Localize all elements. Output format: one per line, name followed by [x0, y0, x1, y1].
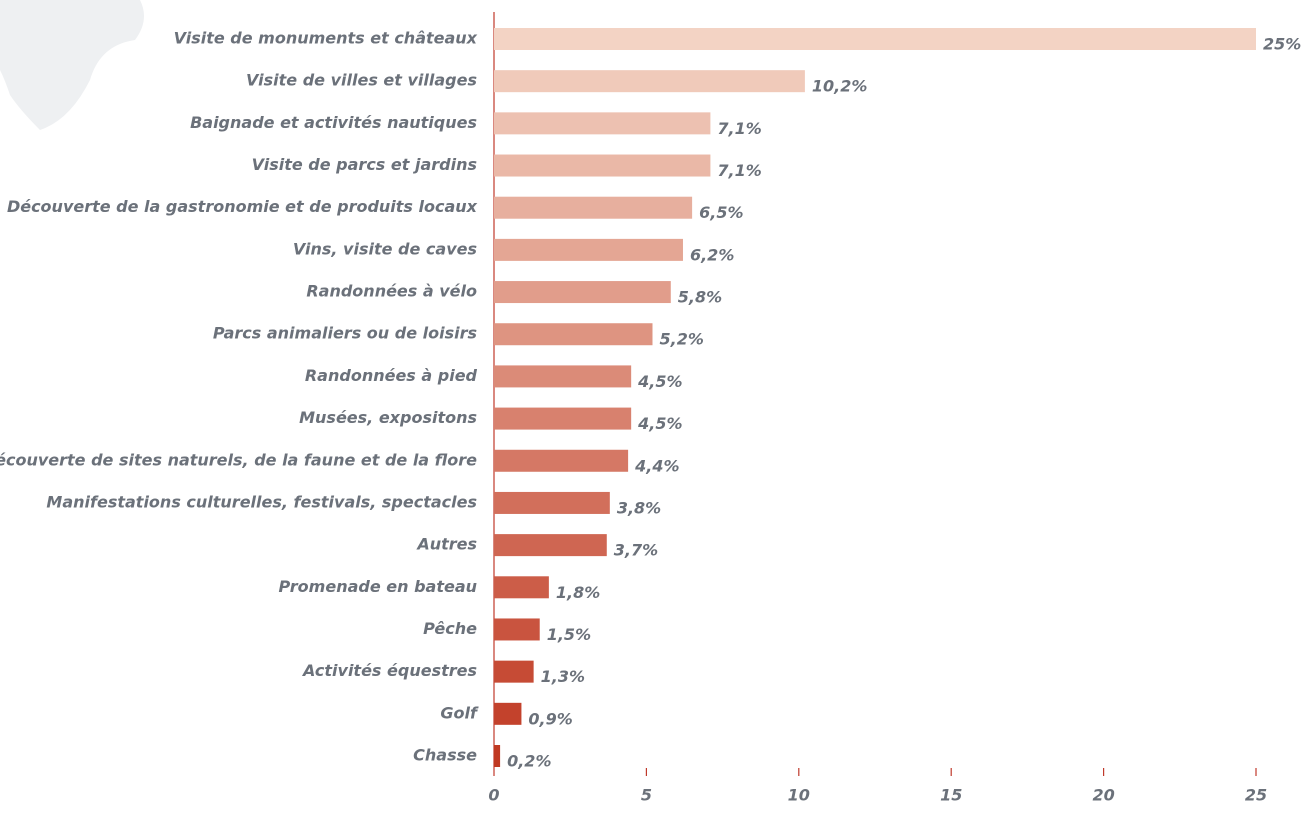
category-label: Parcs animaliers ou de loisirs: [213, 324, 477, 343]
category-label: Musées, expositons: [299, 408, 477, 427]
bar: [494, 408, 631, 430]
bar: [494, 70, 805, 92]
category-label: Baignade et activités nautiques: [190, 113, 477, 132]
bar: [494, 534, 607, 556]
bar: [494, 492, 610, 514]
x-tick-label: 25: [1245, 786, 1267, 805]
value-label: 25%: [1263, 35, 1301, 54]
x-tick-label: 20: [1092, 786, 1114, 805]
bar: [494, 450, 628, 472]
bar: [494, 323, 652, 345]
bar: [494, 155, 710, 177]
value-label: 4,5%: [637, 414, 682, 433]
bar: [494, 618, 540, 640]
bar: [494, 576, 549, 598]
bar: [494, 661, 534, 683]
value-label: 0,9%: [528, 709, 572, 728]
bar: [494, 239, 683, 261]
value-label: 7,1%: [717, 161, 761, 180]
category-label: Vins, visite de caves: [293, 239, 477, 258]
category-label: Randonnées à pied: [305, 366, 478, 385]
value-label: 7,1%: [717, 119, 761, 138]
x-tick-label: 15: [940, 786, 962, 805]
value-label: 0,2%: [507, 752, 551, 771]
x-tick-label: 5: [641, 786, 652, 805]
bar: [494, 28, 1256, 50]
x-tick-label: 0: [488, 786, 499, 805]
value-label: 5,2%: [659, 330, 703, 349]
value-label: 1,8%: [556, 583, 600, 602]
value-label: 10,2%: [812, 77, 868, 96]
category-label: Découverte de sites naturels, de la faun…: [0, 450, 477, 469]
category-label: Promenade en bateau: [279, 577, 477, 596]
category-label: Golf: [440, 703, 479, 722]
value-label: 3,8%: [617, 498, 661, 517]
category-label: Manifestations culturelles, festivals, s…: [46, 492, 477, 511]
category-label: Randonnées à vélo: [306, 282, 477, 301]
category-label: Activités équestres: [301, 661, 477, 680]
value-label: 6,2%: [690, 245, 734, 264]
value-label: 1,5%: [547, 625, 591, 644]
chart: 0 5 10 15 20 25 Visite de monuments et château…: [0, 0, 1308, 814]
value-label: 6,5%: [699, 203, 743, 222]
bar: [494, 112, 710, 134]
x-tick-label: 10: [788, 786, 810, 805]
category-label: Découverte de la gastronomie et de produ…: [7, 197, 478, 216]
value-label: 1,3%: [541, 667, 585, 686]
category-label: Visite de monuments et châteaux: [174, 29, 478, 48]
value-label: 5,8%: [678, 288, 722, 307]
value-label: 4,5%: [637, 372, 682, 391]
category-label: Pêche: [423, 619, 477, 638]
bar: [494, 703, 521, 725]
bar: [494, 745, 500, 767]
category-label: Autres: [415, 535, 477, 554]
category-label: Visite de villes et villages: [246, 71, 477, 90]
category-label: Chasse: [413, 746, 477, 765]
value-label: 4,4%: [634, 456, 679, 475]
value-label: 3,7%: [614, 541, 658, 560]
bar: [494, 197, 692, 219]
decoration: [0, 0, 144, 130]
category-label: Visite de parcs et jardins: [252, 155, 477, 174]
bar: [494, 281, 671, 303]
bar: [494, 365, 631, 387]
